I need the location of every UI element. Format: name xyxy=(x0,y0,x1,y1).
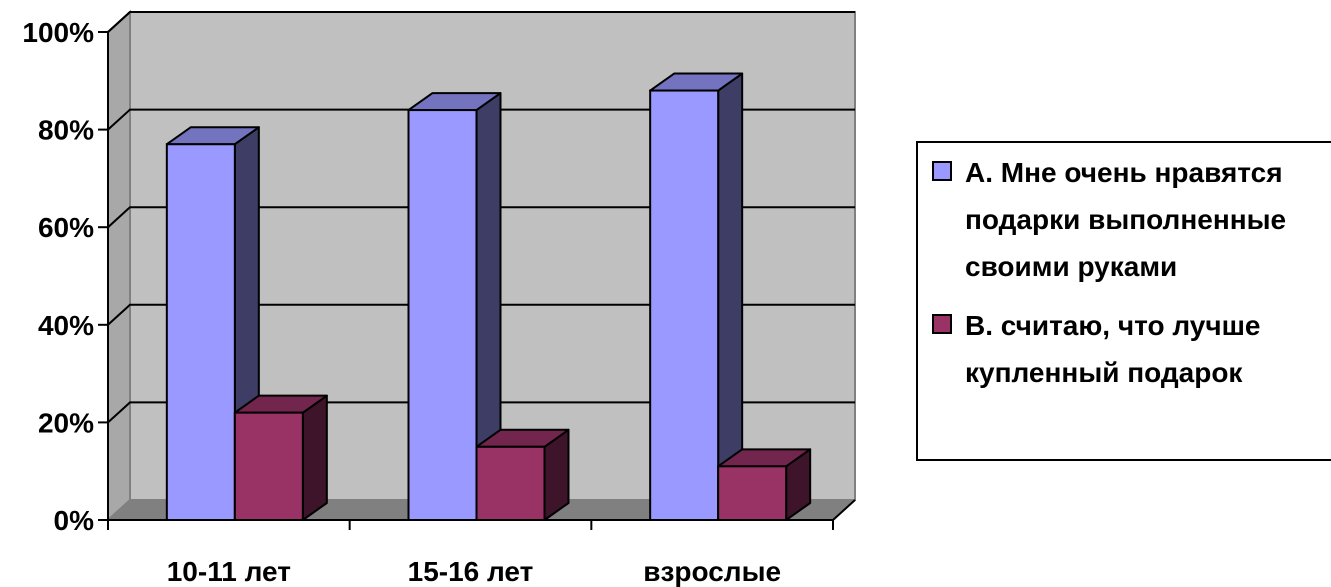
bar xyxy=(407,92,502,522)
bar-side xyxy=(301,394,328,521)
y-tick-label: 80% xyxy=(38,115,94,146)
bar-front xyxy=(475,445,546,521)
legend-label: В. считаю, что лучше xyxy=(965,310,1261,341)
y-tick-label: 0% xyxy=(54,505,95,536)
bar-front xyxy=(165,143,236,522)
axes: 0% 20% 40% 60% 80% 100% 10-11 лет 15-16 лет взро… xyxy=(22,11,856,587)
legend-swatch xyxy=(932,161,952,181)
legend-label: подарки выполненные xyxy=(965,204,1286,235)
bar xyxy=(717,448,812,522)
legend-swatch xyxy=(932,314,952,334)
gridline xyxy=(107,108,855,131)
y-axis-depth-line xyxy=(107,11,131,33)
side-wall xyxy=(107,9,131,523)
gridline xyxy=(107,303,855,326)
legend-box xyxy=(916,141,1331,461)
bar-front xyxy=(717,465,788,522)
x-axis-depth-line xyxy=(832,499,856,521)
bar-front xyxy=(649,89,720,521)
legend-label: своими руками xyxy=(965,251,1177,282)
x-tick-label: взрослые xyxy=(643,556,781,587)
y-tick-label: 20% xyxy=(38,407,94,438)
legend-label: купленный подарок xyxy=(965,357,1243,388)
legend: А. Мне очень нравятся подарки выполненные… xyxy=(916,141,1331,461)
x-tick-label: 15-16 лет xyxy=(408,556,534,587)
y-tick-label: 60% xyxy=(38,212,94,243)
bars xyxy=(165,72,812,522)
y-tick-label: 40% xyxy=(38,310,94,341)
x-tick-label: 10-11 лет xyxy=(167,556,291,587)
bar xyxy=(165,126,260,522)
bar-front xyxy=(233,411,304,522)
legend-label: А. Мне очень нравятся xyxy=(965,157,1283,188)
y-tick-label: 100% xyxy=(22,17,94,48)
bar xyxy=(475,428,570,521)
bar-front xyxy=(407,109,478,522)
gridline xyxy=(107,401,855,424)
gridline xyxy=(107,206,855,228)
bar xyxy=(233,394,328,522)
bar xyxy=(649,72,744,521)
